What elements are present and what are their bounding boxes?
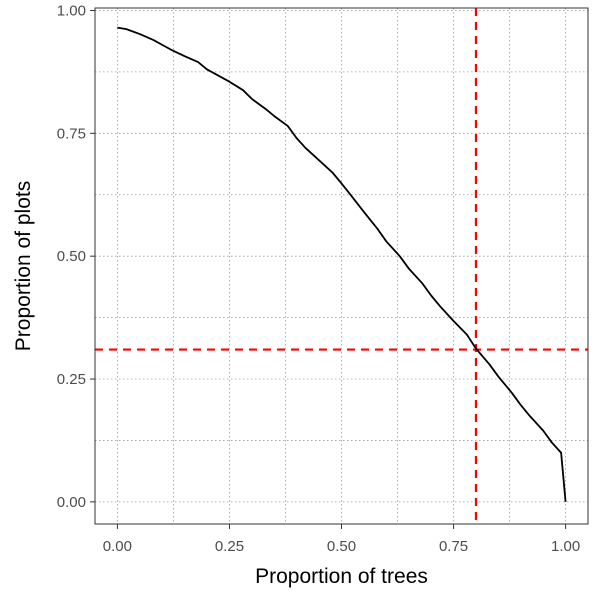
series-line xyxy=(117,26,567,502)
y-tick-label: 0.50 xyxy=(57,248,86,265)
y-axis-title: Proportion of plots xyxy=(12,181,35,351)
y-tick-label: 0.25 xyxy=(57,371,86,388)
x-tick-label: 1.00 xyxy=(551,538,580,555)
tick-labels-layer: 0.00 0.25 0.50 0.75 1.00 0.00 0.25 0.50 0.75 1.00 xyxy=(57,2,580,555)
x-tick-label: 0.50 xyxy=(327,538,356,555)
y-tick-label: 0.00 xyxy=(57,494,86,511)
y-tick-label: 1.00 xyxy=(57,2,86,19)
axis-ticks-layer xyxy=(90,9,567,529)
reference-lines-layer xyxy=(95,8,588,524)
x-axis-title: Proportion of trees xyxy=(255,565,428,588)
grid-layer xyxy=(95,8,588,524)
x-tick-label: 0.00 xyxy=(103,538,132,555)
series-line-layer xyxy=(117,26,567,502)
x-tick-label: 0.75 xyxy=(439,538,468,555)
y-tick-label: 0.75 xyxy=(57,125,86,142)
x-tick-label: 0.25 xyxy=(215,538,244,555)
